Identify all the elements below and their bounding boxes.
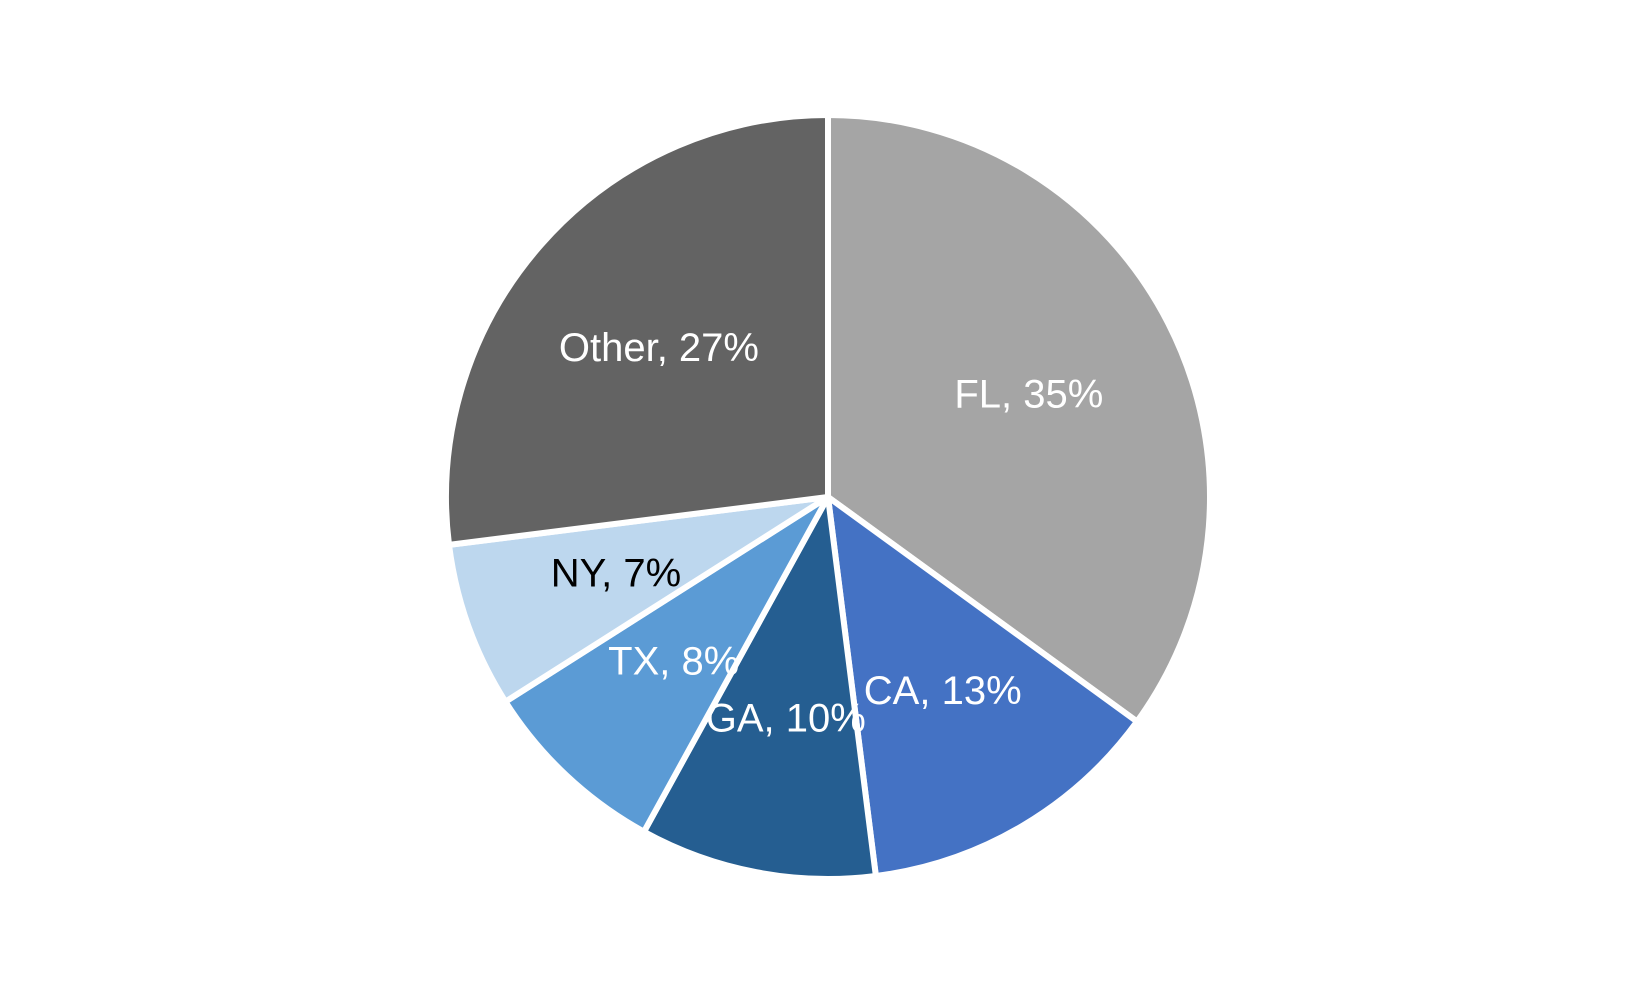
data-label-other: Other, 27% bbox=[559, 326, 759, 370]
data-label-ny: NY, 7% bbox=[551, 551, 681, 595]
data-label-ga: GA, 10% bbox=[706, 696, 866, 740]
data-label-tx: TX, 8% bbox=[608, 639, 739, 683]
data-label-fl: FL, 35% bbox=[954, 373, 1103, 417]
pie-slice-other bbox=[442, 111, 831, 549]
data-label-ca: CA, 13% bbox=[864, 669, 1022, 713]
pie-slice-tx bbox=[501, 494, 831, 836]
pie-slice-ca bbox=[824, 490, 1142, 880]
pie-slice-ny bbox=[445, 494, 830, 706]
pie-slice-fl bbox=[825, 111, 1213, 726]
pie-slice-ga bbox=[639, 487, 880, 883]
pie-slices bbox=[442, 111, 1213, 883]
pie-labels: FL, 35% CA, 13%GA, 10% TX, 8% NY, 7% Other, … bbox=[551, 326, 1104, 740]
